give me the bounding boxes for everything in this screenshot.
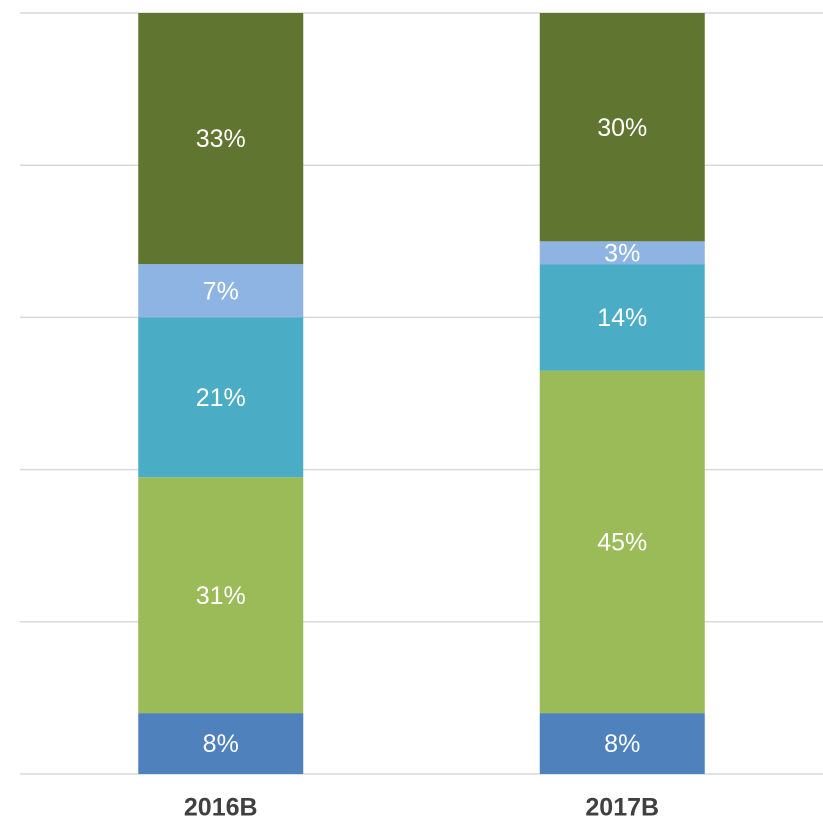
data-label: 45% <box>597 529 647 557</box>
bar-segment <box>138 264 304 318</box>
data-label: 14% <box>597 304 647 332</box>
bar-segment <box>539 370 705 714</box>
bar-segment <box>138 317 304 478</box>
data-label: 8% <box>203 730 239 758</box>
bar-segment <box>539 13 705 242</box>
bar-segment <box>138 477 304 714</box>
data-label: 7% <box>203 277 239 305</box>
data-label: 8% <box>604 730 640 758</box>
bar-segment <box>138 713 304 774</box>
data-label: 33% <box>196 125 246 153</box>
x-tick-label: 2017B <box>585 794 659 822</box>
data-label: 21% <box>196 384 246 412</box>
bar-segment <box>138 13 304 265</box>
bar-segment <box>539 713 705 774</box>
data-label: 31% <box>196 582 246 610</box>
bar-segment <box>539 264 705 371</box>
data-label: 3% <box>604 239 640 267</box>
x-tick-label: 2016B <box>184 794 258 822</box>
bar-segment <box>539 241 705 265</box>
data-label: 30% <box>597 114 647 142</box>
